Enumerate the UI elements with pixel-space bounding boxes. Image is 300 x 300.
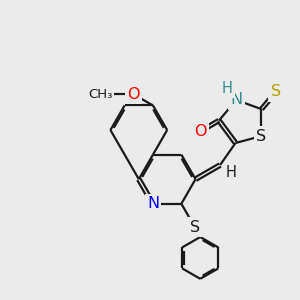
Text: O: O bbox=[195, 124, 207, 139]
Text: S: S bbox=[271, 85, 281, 100]
Text: S: S bbox=[256, 128, 266, 143]
Text: S: S bbox=[190, 220, 200, 235]
Text: H: H bbox=[226, 165, 237, 180]
Text: H: H bbox=[222, 81, 233, 96]
Text: O: O bbox=[127, 87, 140, 102]
Text: N: N bbox=[147, 196, 159, 211]
Text: N: N bbox=[230, 92, 242, 107]
Text: CH₃: CH₃ bbox=[88, 88, 113, 101]
